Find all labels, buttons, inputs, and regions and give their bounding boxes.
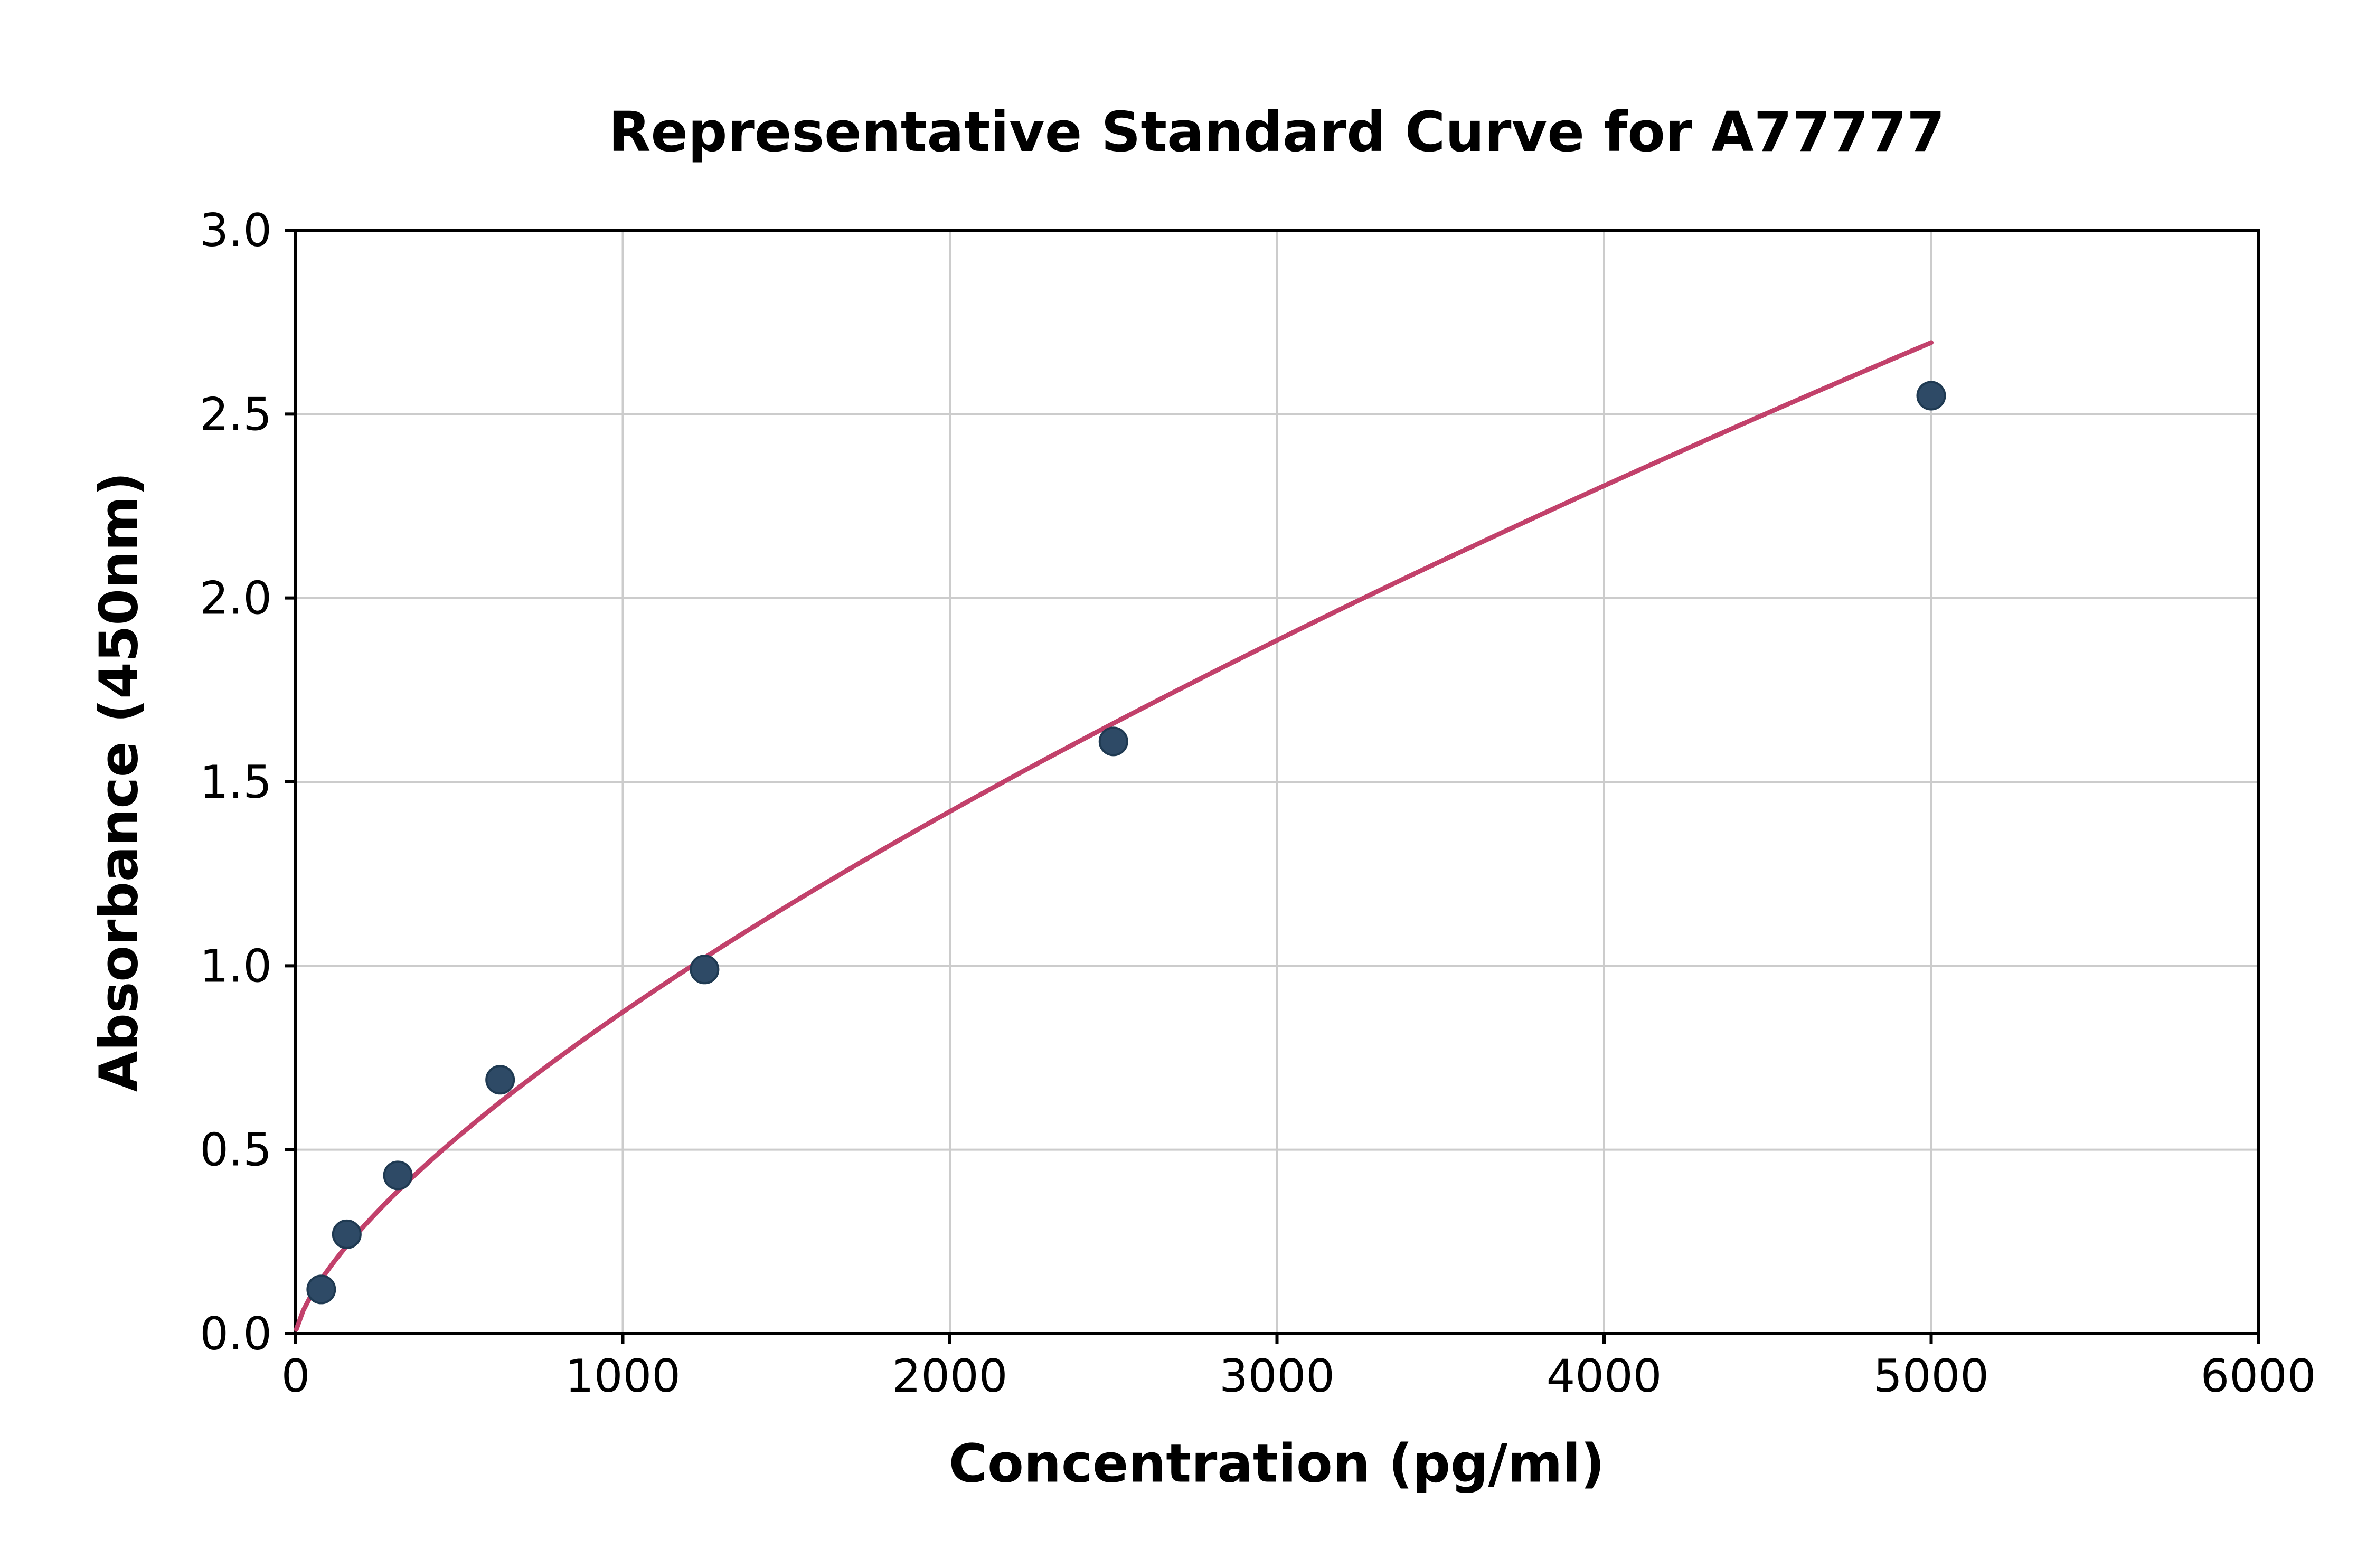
- x-tick-label: 3000: [1219, 1350, 1335, 1403]
- y-tick-label: 0.0: [200, 1308, 272, 1361]
- x-tick-label: 1000: [565, 1350, 681, 1403]
- y-tick-label: 2.5: [200, 388, 272, 441]
- y-axis-label: Absorbance (450nm): [88, 471, 150, 1092]
- x-tick-label: 4000: [1547, 1350, 1662, 1403]
- y-tick-label: 1.0: [200, 940, 272, 993]
- x-tick-label: 2000: [892, 1350, 1008, 1403]
- x-tick-label: 6000: [2201, 1350, 2316, 1403]
- y-tick-label: 0.5: [200, 1124, 272, 1177]
- data-point: [332, 1219, 362, 1249]
- chart-title: Representative Standard Curve for A77777: [608, 100, 1945, 164]
- data-point: [485, 1065, 515, 1095]
- x-tick-label: 0: [281, 1350, 310, 1403]
- data-point: [306, 1274, 336, 1305]
- x-tick-label: 5000: [1873, 1350, 1989, 1403]
- fit-curve: [294, 340, 1934, 1332]
- y-tick-label: 3.0: [200, 204, 272, 257]
- y-tick-label: 2.0: [200, 572, 272, 625]
- y-tick-label: 1.5: [200, 756, 272, 809]
- data-point: [690, 955, 720, 985]
- data-point: [383, 1160, 413, 1191]
- x-axis-label: Concentration (pg/ml): [948, 1432, 1605, 1495]
- data-point: [1916, 381, 1946, 411]
- data-point: [1098, 726, 1128, 757]
